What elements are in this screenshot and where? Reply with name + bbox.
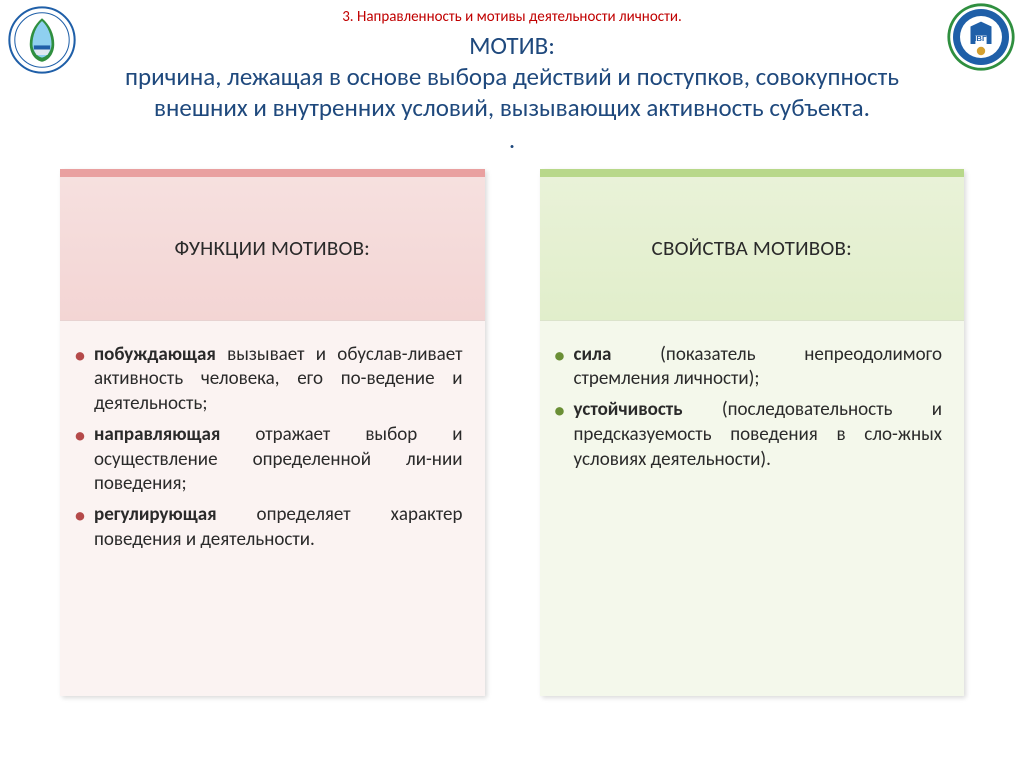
nvgu-logo: НВГУ: [946, 2, 1016, 72]
properties-box: СВОЙСТВА МОТИВОВ: сила (показатель непре…: [540, 169, 965, 696]
definition-dot: .: [20, 124, 1004, 155]
functions-list: побуждающая вызывает и обуслав-ливает ак…: [90, 343, 463, 553]
institute-logo: [8, 6, 76, 74]
section-label: 3. Направленность и мотивы деятельности …: [0, 0, 1024, 26]
functions-body: побуждающая вызывает и обуслав-ливает ак…: [60, 321, 485, 696]
definition-line-2: внешних и внутренних условий, вызывающих…: [154, 92, 870, 123]
definition-text: причина, лежащая в основе выбора действи…: [0, 61, 1024, 155]
properties-accent-bar: [540, 169, 965, 177]
item-rest: (показатель непреодолимого стремления ли…: [574, 343, 943, 391]
item-bold: регулирующая: [94, 503, 217, 526]
list-item: побуждающая вызывает и обуслав-ливает ак…: [90, 343, 463, 417]
list-item: регулирующая определяет характер поведен…: [90, 503, 463, 552]
crest-icon: [8, 6, 76, 74]
content-boxes: ФУНКЦИИ МОТИВОВ: побуждающая вызывает и …: [0, 155, 1024, 696]
nvgu-emblem-icon: НВГУ: [946, 2, 1016, 72]
properties-body: сила (показатель непреодолимого стремлен…: [540, 321, 965, 696]
slide-title: МОТИВ:: [0, 30, 1024, 61]
properties-list: сила (показатель непреодолимого стремлен…: [570, 343, 943, 472]
functions-title: ФУНКЦИИ МОТИВОВ:: [60, 177, 485, 321]
functions-accent-bar: [60, 169, 485, 177]
item-bold: побуждающая: [94, 343, 216, 366]
item-bold: направляющая: [94, 423, 220, 446]
definition-line-1: причина, лежащая в основе выбора действи…: [125, 61, 899, 92]
svg-text:НВГУ: НВГУ: [971, 34, 991, 43]
functions-box: ФУНКЦИИ МОТИВОВ: побуждающая вызывает и …: [60, 169, 485, 696]
list-item: сила (показатель непреодолимого стремлен…: [570, 343, 943, 392]
list-item: устойчивость (последовательность и предс…: [570, 398, 943, 472]
item-bold: сила: [574, 343, 612, 366]
item-bold: устойчивость: [574, 398, 683, 421]
properties-title: СВОЙСТВА МОТИВОВ:: [540, 177, 965, 321]
list-item: направляющая отражает выбор и осуществле…: [90, 423, 463, 497]
